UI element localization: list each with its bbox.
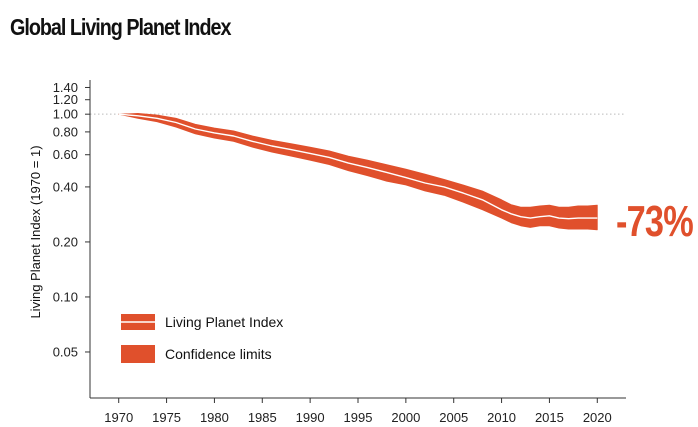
percent-change-annotation: -73%	[616, 197, 694, 246]
x-tick-label: 1985	[248, 410, 277, 425]
y-tick-label: 1.40	[53, 80, 78, 95]
x-tick-label: 1980	[200, 410, 229, 425]
legend-label: Living Planet Index	[165, 314, 283, 330]
y-tick-label: 1.20	[53, 92, 78, 107]
living-planet-index-line	[118, 113, 598, 220]
x-tick-label: 2015	[535, 410, 564, 425]
y-axis-label: Living Planet Index (1970 = 1)	[28, 145, 43, 318]
y-tick-label: 0.80	[53, 124, 78, 139]
x-tick-label: 1990	[296, 410, 325, 425]
x-tick-label: 2020	[583, 410, 612, 425]
legend-label: Confidence limits	[165, 346, 272, 362]
y-tick-label: 0.10	[53, 289, 78, 304]
y-tick-label: 0.20	[53, 234, 78, 249]
y-tick-label: 0.60	[53, 147, 78, 162]
legend-band-symbol	[121, 345, 155, 363]
confidence-band	[118, 113, 598, 231]
x-tick-label: 2000	[391, 410, 420, 425]
x-tick-label: 1970	[104, 410, 133, 425]
y-tick-label: 0.40	[53, 179, 78, 194]
x-tick-label: 1975	[152, 410, 181, 425]
x-tick-label: 1995	[344, 410, 373, 425]
y-tick-label: 1.00	[53, 107, 78, 122]
x-tick-label: 2010	[487, 410, 516, 425]
x-tick-label: 2005	[439, 410, 468, 425]
y-tick-label: 0.05	[53, 344, 78, 359]
chart-title: Global Living Planet Index	[10, 14, 232, 40]
